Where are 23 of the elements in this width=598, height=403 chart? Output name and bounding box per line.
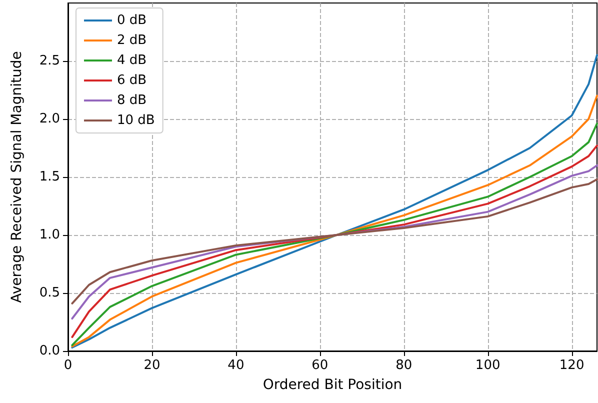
legend-label: 2 dB: [117, 33, 147, 48]
y-axis-title: Average Received Signal Magnitude: [9, 51, 25, 303]
legend-label: 8 dB: [117, 93, 147, 108]
y-tick-label: 2.0: [39, 112, 60, 126]
legend-label: 4 dB: [117, 53, 147, 68]
y-tick-label: 2.5: [39, 54, 60, 68]
legend-label: 6 dB: [117, 73, 147, 88]
y-tick-label: 0.0: [39, 344, 60, 358]
line-series: [71, 164, 598, 320]
legend-label: 0 dB: [117, 13, 147, 28]
x-tick-label: 80: [396, 358, 412, 373]
x-axis-title: Ordered Bit Position: [262, 377, 402, 393]
x-tick-label: 40: [228, 358, 244, 373]
y-tick-label: 0.5: [39, 286, 60, 300]
x-tick-label: 0: [64, 358, 72, 373]
x-tick-label: 20: [144, 358, 160, 373]
line-series: [71, 178, 598, 304]
x-tick-label: 100: [475, 358, 500, 373]
x-tick-label: 120: [559, 358, 584, 373]
legend-label: 10 dB: [117, 113, 155, 128]
y-tick-label: 1.5: [39, 170, 60, 184]
x-tick-label: 60: [312, 358, 328, 373]
y-tick-label: 1.0: [39, 228, 60, 242]
